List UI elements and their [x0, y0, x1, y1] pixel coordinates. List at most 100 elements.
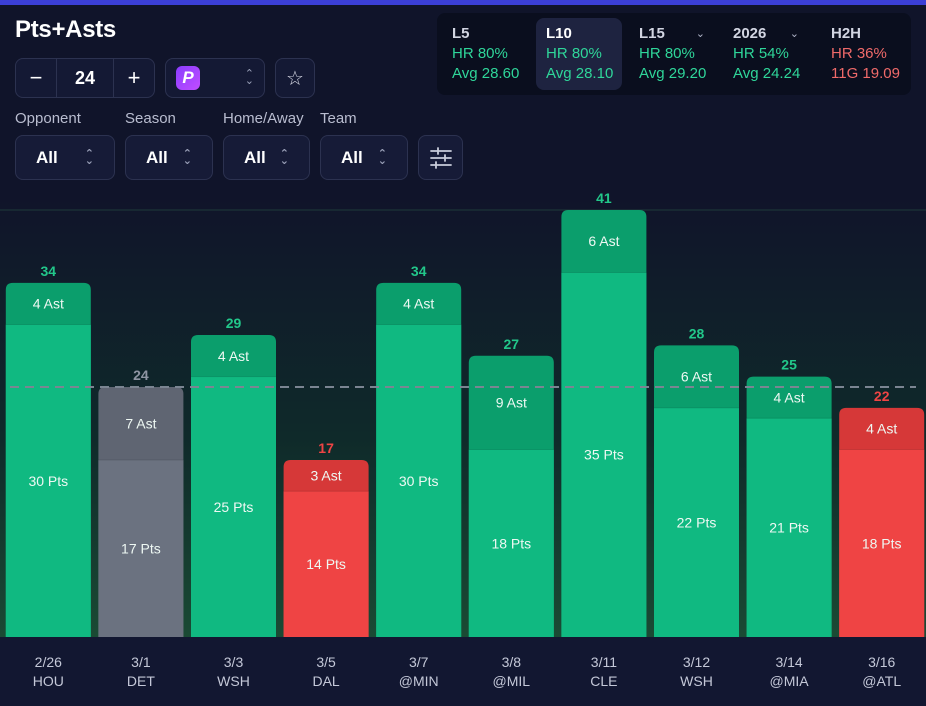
filter-label-opponent: Opponent	[15, 110, 81, 127]
bar-segment-pts	[468, 449, 554, 637]
x-tick-opponent: @ATL	[862, 673, 901, 689]
x-tick-date: 3/16	[868, 654, 895, 670]
x-tick-date: 3/1	[131, 654, 151, 670]
x-tick-opponent: DET	[127, 673, 155, 689]
chevron-down-icon: ⌄	[695, 28, 705, 40]
line-value[interactable]: 24	[56, 59, 114, 97]
x-tick-date: 3/12	[683, 654, 710, 670]
x-tick-opponent: WSH	[217, 673, 250, 689]
bar-total-label: 22	[874, 388, 890, 404]
x-tick-opponent: WSH	[680, 673, 713, 689]
stat-label: 2026	[733, 25, 767, 42]
stat-tab-l5[interactable]: L5 HR 80% Avg 28.60	[442, 18, 528, 90]
stat-hit-rate: HR 80%	[639, 45, 695, 62]
x-axis-strip	[0, 637, 926, 706]
bar-total-label: 28	[689, 325, 705, 341]
bar-label-pts: 14 Pts	[306, 556, 346, 572]
top-accent-bar	[0, 0, 926, 5]
bar-total-label: 41	[596, 190, 612, 206]
x-tick-date: 3/3	[224, 654, 244, 670]
sliders-icon	[429, 146, 452, 169]
bar-segment-pts	[654, 407, 739, 637]
bar-label-pts: 18 Pts	[491, 535, 531, 551]
bar-label-ast: 4 Ast	[33, 296, 64, 312]
bar-segment-pts	[191, 376, 276, 637]
bar-segment-pts	[376, 324, 462, 637]
filter-label-home-away: Home/Away	[223, 110, 304, 127]
x-tick-opponent: HOU	[33, 673, 64, 689]
stat-tab-l15[interactable]: L15 ⌄ HR 80% Avg 29.20	[629, 18, 715, 90]
stat-tab-l10[interactable]: L10 HR 80% Avg 28.10	[536, 18, 622, 90]
star-icon: ☆	[286, 67, 304, 90]
filter-label-team: Team	[320, 110, 357, 127]
sportsbook-select[interactable]: P ⌃ ⌄	[165, 58, 265, 98]
stat-average: 11G 19.09	[831, 65, 900, 82]
bar-label-pts: 17 Pts	[121, 540, 161, 556]
stat-hit-rate: HR 80%	[546, 45, 602, 62]
stat-label: L10	[546, 25, 572, 42]
bar-total-label: 27	[504, 336, 520, 352]
stat-label: L5	[452, 25, 470, 42]
chevron-updown-icon: ⌃ ⌄	[377, 147, 387, 167]
stat-average: Avg 28.60	[452, 65, 520, 82]
chevron-updown-icon: ⌃ ⌄	[182, 147, 192, 167]
bar-label-ast: 6 Ast	[681, 369, 712, 385]
bar-segment-pts	[5, 324, 91, 637]
opponent-select[interactable]: All ⌃ ⌄	[15, 135, 115, 180]
bar-label-ast: 4 Ast	[774, 389, 805, 405]
bar-total-label: 29	[226, 315, 242, 331]
select-chevrons-icon: ⌃ ⌄	[244, 68, 254, 87]
bar-label-pts: 30 Pts	[28, 473, 68, 489]
favorite-button[interactable]: ☆	[275, 58, 315, 98]
bar-total-label: 24	[133, 367, 149, 383]
season-select-value: All	[146, 147, 168, 167]
stat-tab-season[interactable]: 2026 ⌄ HR 54% Avg 24.24	[723, 18, 809, 90]
bar-label-ast: 4 Ast	[866, 421, 897, 437]
stat-average: Avg 28.10	[546, 65, 614, 82]
chevron-updown-icon: ⌃ ⌄	[279, 147, 289, 167]
home-away-select[interactable]: All ⌃ ⌄	[223, 135, 310, 180]
x-tick-opponent: DAL	[312, 673, 339, 689]
bar-total-label: 34	[41, 263, 57, 279]
bar-segment-pts	[746, 418, 832, 637]
bar-segment-pts	[839, 449, 925, 637]
bar-label-ast: 6 Ast	[588, 233, 619, 249]
x-tick-opponent: @MIN	[399, 673, 439, 689]
season-select[interactable]: All ⌃ ⌄	[125, 135, 213, 180]
page-title: Pts+Asts	[15, 16, 116, 43]
x-tick-date: 3/11	[591, 654, 617, 670]
x-tick-date: 3/5	[316, 654, 336, 670]
stat-label: L15	[639, 25, 665, 42]
bar-label-pts: 18 Pts	[862, 535, 902, 551]
x-tick-opponent: @MIL	[493, 673, 531, 689]
bar-total-label: 34	[411, 263, 427, 279]
increment-button[interactable]: +	[127, 65, 141, 90]
stats-panel: L5 HR 80% Avg 28.60 L10 HR 80% Avg 28.10…	[437, 13, 911, 95]
bar-label-ast: 4 Ast	[218, 348, 249, 364]
stat-hit-rate: HR 54%	[733, 45, 789, 62]
bar-label-pts: 22 Pts	[677, 514, 717, 530]
home-away-select-value: All	[244, 147, 266, 167]
bar-segment-pts	[283, 491, 369, 637]
bar-label-ast: 7 Ast	[125, 416, 156, 432]
stat-tab-h2h[interactable]: H2H HR 36% 11G 19.09	[821, 18, 907, 90]
filter-settings-button[interactable]	[418, 135, 463, 180]
x-tick-date: 2/26	[35, 654, 62, 670]
stat-average: Avg 24.24	[733, 65, 801, 82]
x-tick-date: 3/14	[775, 654, 802, 670]
team-select-value: All	[341, 147, 363, 167]
decrement-button[interactable]: −	[29, 65, 43, 90]
bar-segment-pts	[98, 459, 184, 637]
bar-label-pts: 35 Pts	[584, 447, 624, 463]
x-tick-opponent: @MIA	[770, 673, 810, 689]
bar-label-pts: 30 Pts	[399, 473, 439, 489]
stat-average: Avg 29.20	[639, 65, 707, 82]
bar-segment-pts	[561, 272, 647, 637]
bar-label-pts: 21 Pts	[769, 520, 809, 536]
bar-total-label: 17	[318, 440, 334, 456]
team-select[interactable]: All ⌃ ⌄	[320, 135, 408, 180]
chevron-down-icon: ⌄	[789, 28, 799, 40]
x-tick-date: 3/8	[502, 654, 522, 670]
stat-hit-rate: HR 80%	[452, 45, 508, 62]
